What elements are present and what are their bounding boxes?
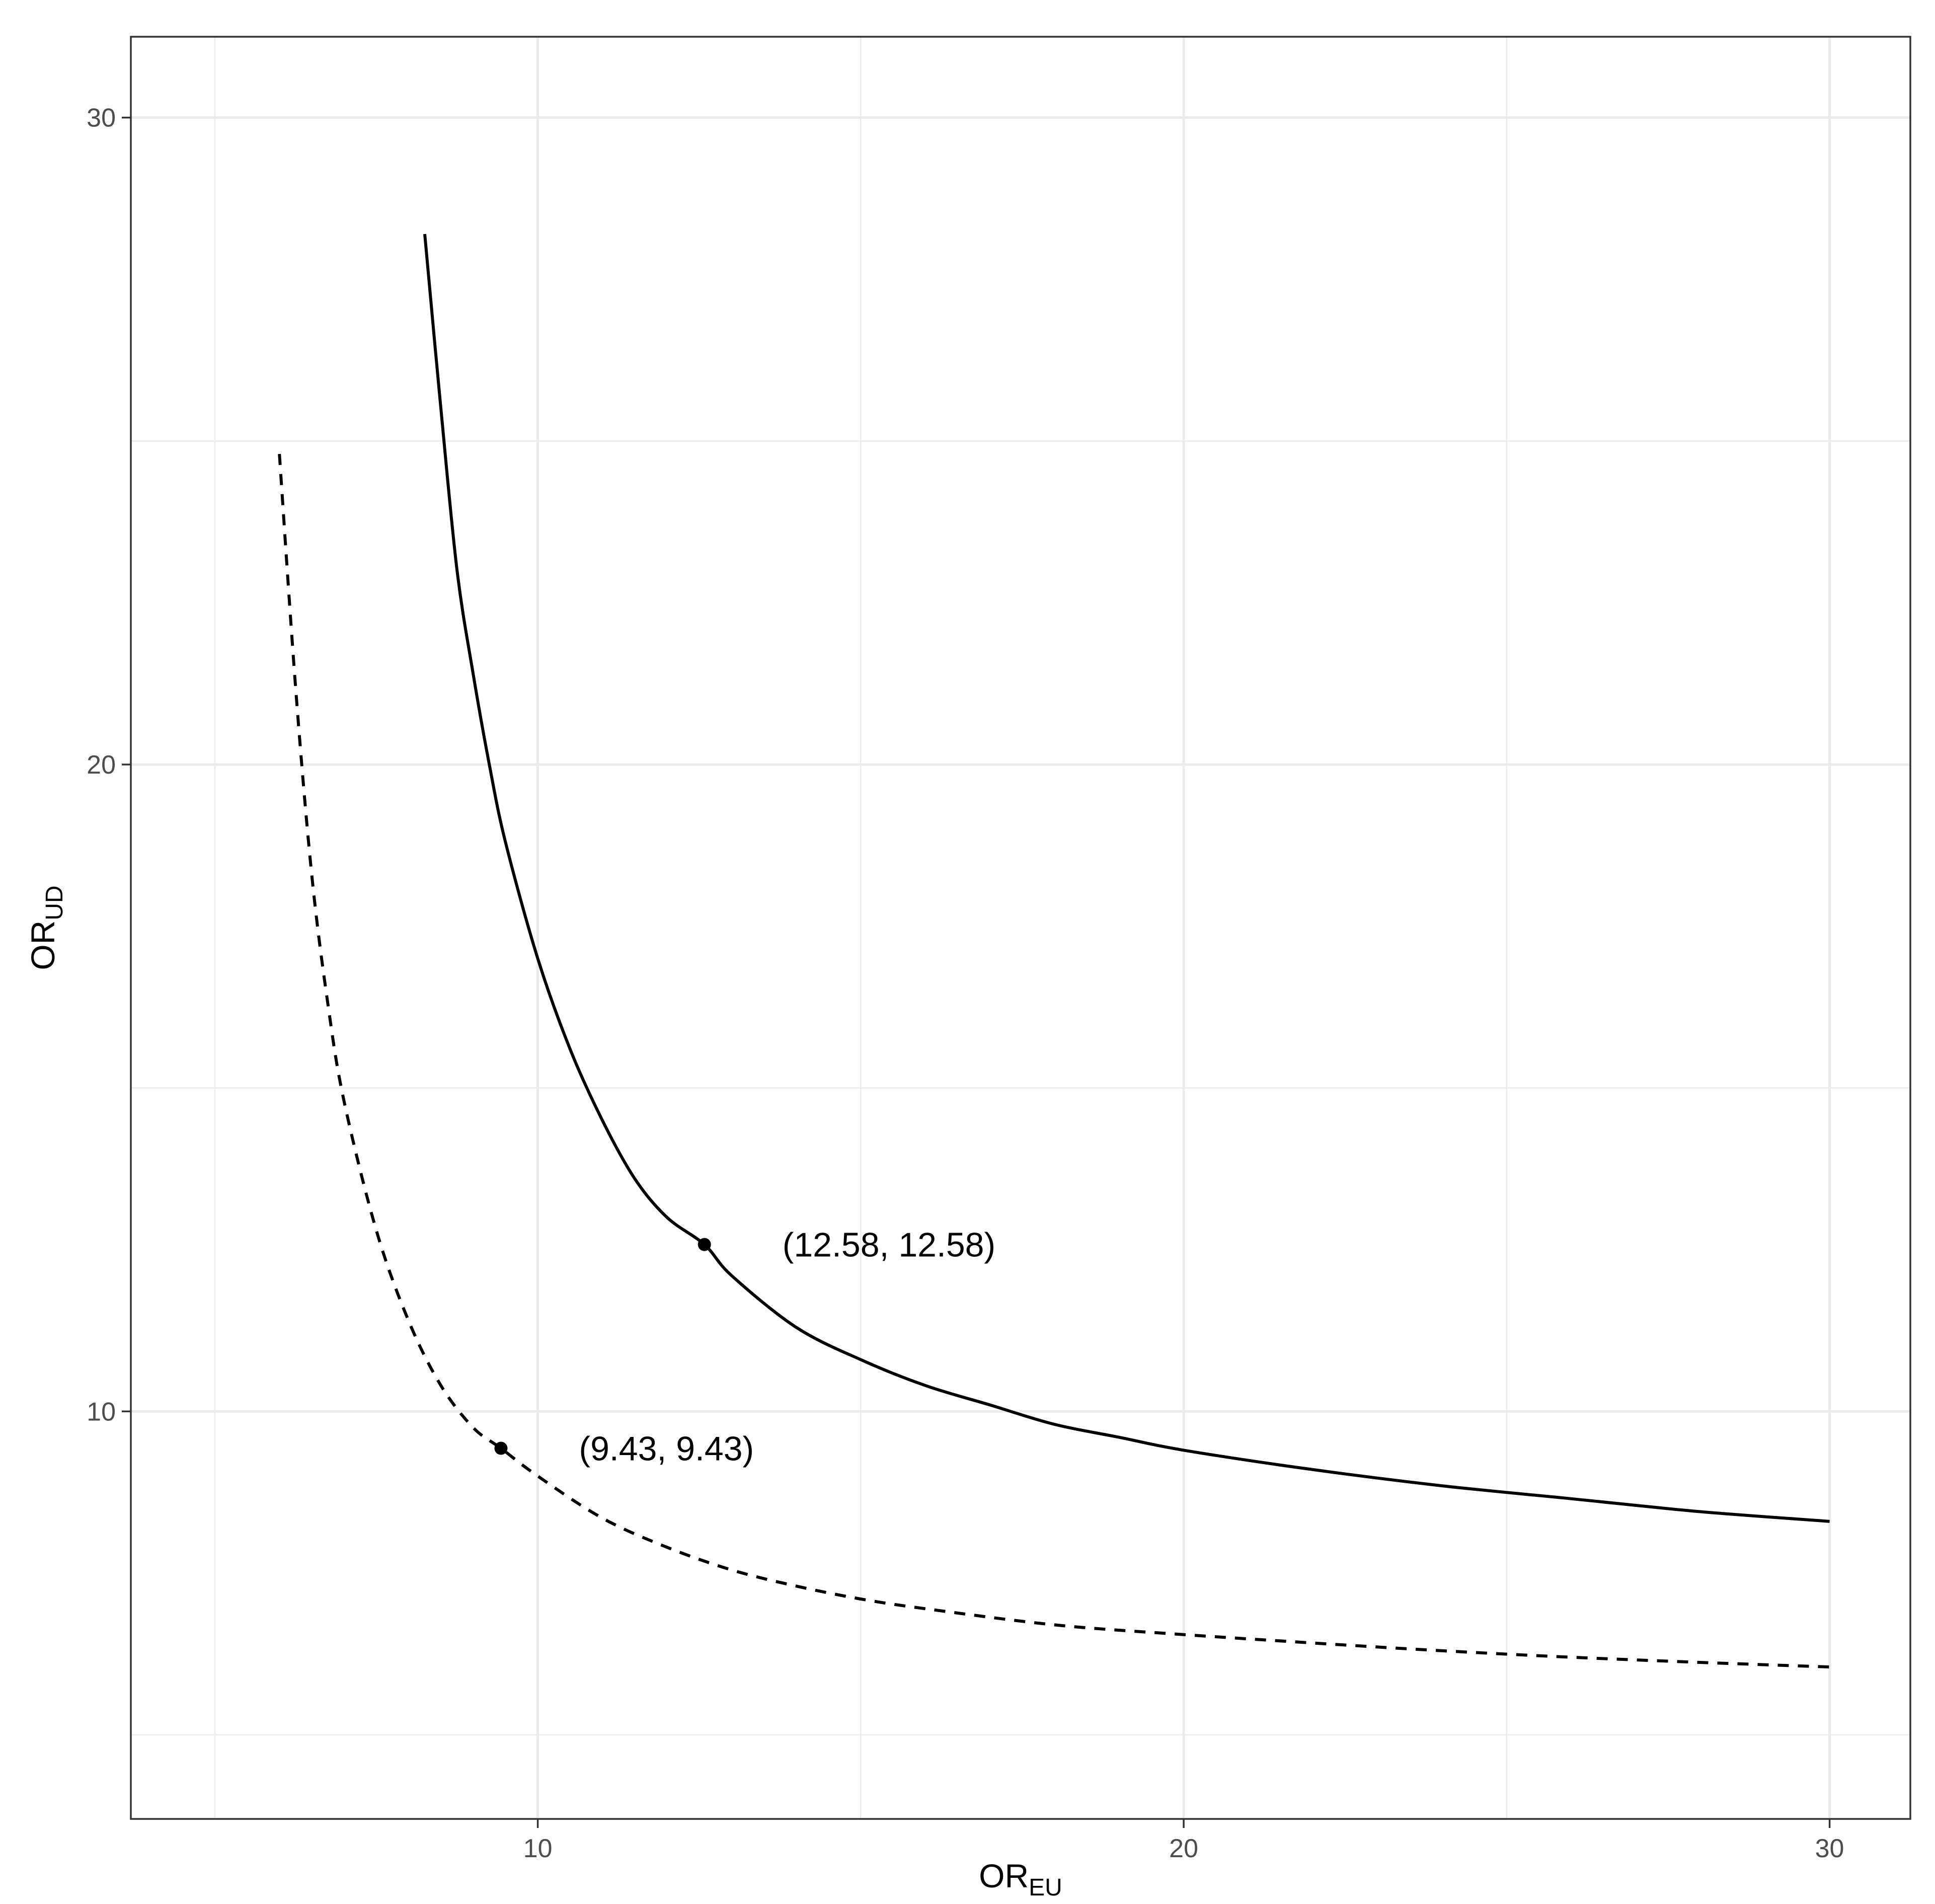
highlight-points: (12.58, 12.58) (9.43, 9.43): [494, 1226, 995, 1468]
y-axis-title: ORUD: [24, 885, 68, 970]
series-line-solid: [423, 234, 1830, 1523]
y-axis-title-main: OR: [24, 921, 61, 970]
plot-series: [278, 234, 1830, 1668]
highlight-point: [698, 1238, 711, 1251]
x-axis: 10 20 30: [523, 1819, 1844, 1863]
series-line-dashed: [278, 453, 1830, 1668]
x-tick-label: 10: [523, 1834, 553, 1863]
point-annotation: (9.43, 9.43): [579, 1430, 754, 1468]
point-annotation: (12.58, 12.58): [783, 1226, 995, 1264]
x-tick-label: 30: [1815, 1834, 1844, 1863]
y-axis-title-subscript: UD: [41, 885, 68, 920]
highlight-point: [494, 1441, 508, 1455]
panel-border: [130, 36, 1911, 1820]
x-axis-title-subscript: EU: [1029, 1874, 1062, 1901]
x-tick-label: 20: [1169, 1834, 1198, 1863]
y-tick-label: 10: [87, 1397, 116, 1426]
grid: [131, 37, 1910, 1819]
y-tick-label: 20: [87, 750, 116, 780]
y-tick-label: 30: [87, 104, 116, 133]
x-axis-title-main: OR: [979, 1857, 1029, 1894]
x-axis-title: OREU: [979, 1857, 1062, 1901]
y-axis: 10 20 30: [87, 104, 131, 1426]
